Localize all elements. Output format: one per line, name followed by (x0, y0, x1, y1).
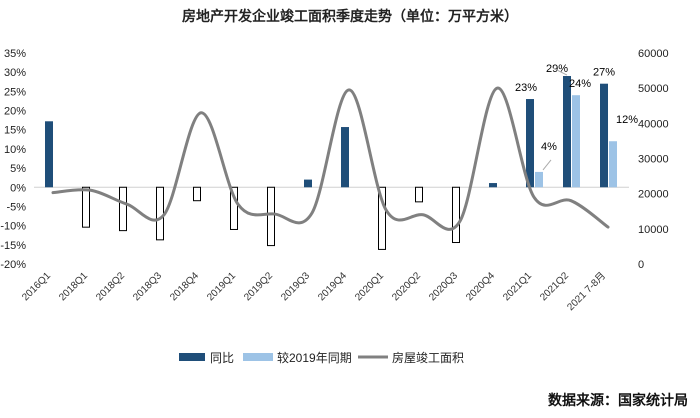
right-axis-tick: 40000 (638, 118, 669, 130)
x-axis-tick: 2019Q3 (279, 270, 312, 303)
bar-yoy (563, 76, 571, 188)
right-axis-tick: 50000 (638, 83, 669, 95)
x-axis-tick: 2019Q1 (205, 270, 238, 303)
x-axis-tick: 2020Q2 (390, 270, 423, 303)
x-axis-tick: 2020Q4 (464, 270, 497, 303)
bar-yoy (119, 186, 127, 232)
bar-yoy (230, 186, 238, 230)
x-axis-tick: 2018Q3 (131, 270, 164, 303)
left-axis-tick: 0% (10, 182, 26, 194)
data-label-vs-2019: 4% (541, 141, 557, 153)
right-axis-tick: 10000 (638, 224, 669, 236)
right-axis-tick: 30000 (638, 154, 669, 166)
right-axis-tick: 20000 (638, 189, 669, 201)
bar-vs-2019 (572, 95, 580, 188)
right-axis-tick: 0 (638, 259, 644, 271)
x-axis-tick: 2016Q1 (20, 270, 53, 303)
left-axis-tick: -5% (6, 201, 26, 213)
bar-yoy (526, 99, 534, 188)
legend-label-area: 房屋竣工面积 (392, 350, 464, 365)
left-axis-tick: 35% (4, 48, 26, 60)
left-axis-tick: 30% (4, 67, 26, 79)
x-axis-tick: 2018Q2 (94, 270, 127, 303)
x-axis-tick: 2019Q4 (316, 270, 349, 303)
x-axis-tick: 2021 7-8月 (565, 270, 608, 313)
x-axis-tick: 2018Q1 (57, 270, 90, 303)
legend-label-yoy: 同比 (210, 351, 234, 365)
data-label-yoy: 23% (515, 82, 537, 94)
left-axis-tick: 5% (10, 163, 26, 175)
line-completion-area (51, 86, 610, 231)
left-axis-tick: -15% (0, 240, 26, 252)
x-axis-tick: 2020Q3 (427, 270, 460, 303)
bar-vs-2019 (535, 171, 543, 188)
bar-yoy (415, 186, 423, 203)
bar-yoy (193, 186, 201, 202)
x-axis-tick: 2021Q2 (538, 270, 571, 303)
left-axis-tick: -10% (0, 221, 26, 233)
bar-yoy (378, 186, 386, 250)
bar-yoy (82, 186, 90, 228)
left-axis-tick: 20% (4, 106, 26, 118)
left-axis-tick: 10% (4, 144, 26, 156)
right-axis-tick: 60000 (638, 48, 669, 60)
bar-yoy (267, 186, 275, 247)
bar-vs-2019 (609, 141, 617, 188)
leader-line (552, 67, 568, 76)
chart-title: 房地产开发企业竣工面积季度走势（单位：万平方米） (182, 9, 518, 25)
left-axis-tick: 25% (4, 86, 26, 98)
left-axis-tick: 15% (4, 125, 26, 137)
data-label-yoy: 27% (593, 67, 615, 79)
x-axis-tick: 2021Q1 (501, 270, 534, 303)
x-axis-tick: 2019Q2 (242, 270, 275, 303)
legend-swatch-vs-2019 (243, 353, 273, 361)
data-source: 数据来源：国家统计局 (548, 393, 688, 409)
bar-yoy (304, 179, 312, 188)
bar-yoy (156, 186, 164, 241)
bar-yoy (341, 127, 349, 188)
leader-line (542, 159, 552, 171)
x-axis-tick: 2020Q1 (353, 270, 386, 303)
data-label-vs-2019: 24% (569, 78, 591, 90)
data-label-vs-2019: 12% (616, 114, 638, 126)
bar-yoy (600, 83, 608, 188)
left-axis-tick: -20% (0, 259, 26, 271)
bar-yoy (45, 121, 53, 188)
legend-label-vs-2019: 较2019年同期 (277, 350, 352, 365)
data-label-yoy: 29% (546, 63, 568, 75)
bar-yoy (489, 183, 497, 188)
legend-swatch-yoy (179, 353, 205, 361)
bar-yoy (452, 186, 460, 244)
x-axis-tick: 2018Q4 (168, 270, 201, 303)
